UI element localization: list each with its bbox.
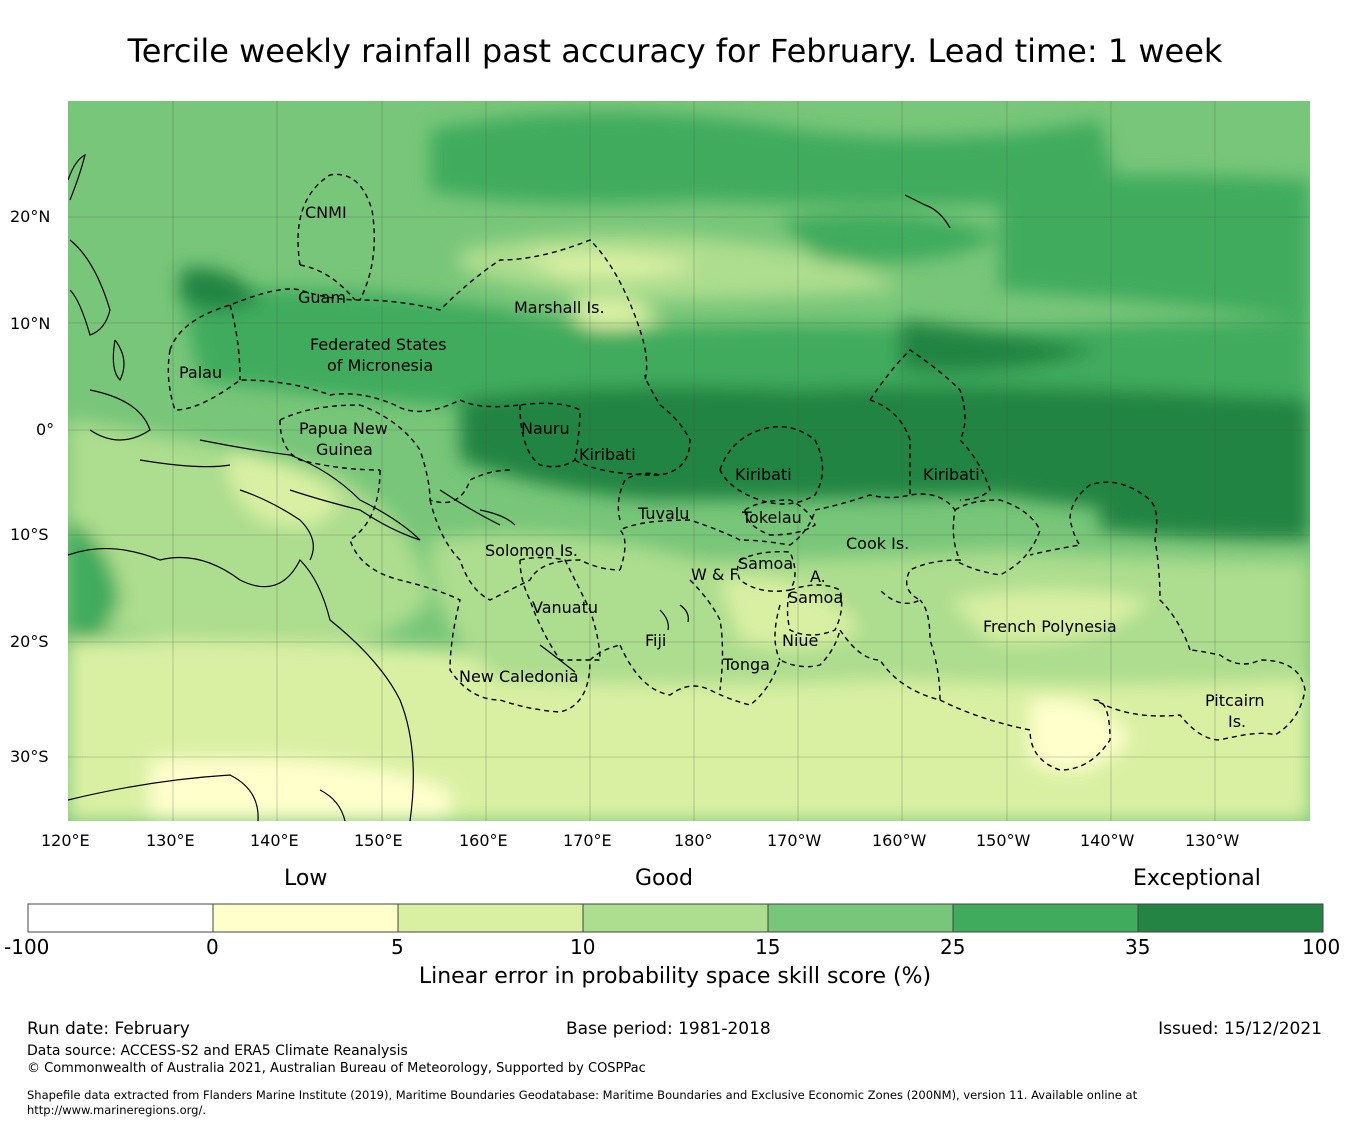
colorbar-swatch-5 <box>767 903 954 933</box>
lon-tick: 150°E <box>354 831 403 850</box>
colorbar-tick: 0 <box>206 935 219 959</box>
lon-tick: 140°W <box>1080 831 1135 850</box>
colorbar-swatch-1 <box>27 903 214 933</box>
colorbar-category-good: Good <box>635 866 693 891</box>
lon-tick: 180° <box>674 831 713 850</box>
colorbar-swatch-2 <box>212 903 399 933</box>
colorbar-swatch-3 <box>397 903 584 933</box>
colorbar-label: Linear error in probability space skill … <box>418 964 932 989</box>
colorbar-category-exceptional: Exceptional <box>1133 866 1261 891</box>
colorbar-category-low: Low <box>284 866 328 891</box>
eez-boundaries <box>167 173 1306 771</box>
lat-tick: 20°S <box>10 632 49 651</box>
base-period: Base period: 1981-2018 <box>566 1019 771 1039</box>
lon-tick: 150°W <box>976 831 1031 850</box>
issued-date: Issued: 15/12/2021 <box>1158 1019 1322 1039</box>
page-title: Tercile weekly rainfall past accuracy fo… <box>127 32 1223 70</box>
region-label: Samoa <box>788 588 844 607</box>
shapefile-credit: Shapefile data extracted from Flanders M… <box>27 1088 1138 1102</box>
region-label: Guinea <box>316 440 373 459</box>
lat-tick: 20°N <box>10 207 51 226</box>
lon-tick: 170°E <box>563 831 612 850</box>
region-label: Guam <box>298 288 346 307</box>
colorbar-tick: -100 <box>4 935 50 959</box>
lon-tick: 160°W <box>872 831 927 850</box>
region-label: Kiribati <box>923 465 980 484</box>
region-label: Tonga <box>723 655 770 674</box>
lat-tick: 0° <box>36 420 55 439</box>
lon-tick: 130°W <box>1185 831 1240 850</box>
colorbar-tick: 25 <box>940 935 966 959</box>
colorbar-tick: 10 <box>570 935 596 959</box>
region-label: Tuvalu <box>638 504 690 523</box>
region-label: Samoa <box>738 554 794 573</box>
colorbar-swatch-7 <box>1137 903 1324 933</box>
region-label: Cook Is. <box>846 534 910 553</box>
lon-tick: 120°E <box>41 831 90 850</box>
region-label: Pitcairn <box>1205 691 1265 710</box>
shapefile-link: http://www.marineregions.org/. <box>27 1103 206 1117</box>
region-label: CNMI <box>305 203 347 222</box>
region-label: Kiribati <box>579 445 636 464</box>
region-label: New Caledonia <box>459 667 579 686</box>
colorbar <box>27 903 1324 933</box>
region-label: Marshall Is. <box>514 298 605 317</box>
region-label: Solomon Is. <box>485 541 578 560</box>
colorbar-tick: 5 <box>391 935 404 959</box>
region-label: Nauru <box>521 419 570 438</box>
colorbar-tick: 15 <box>755 935 781 959</box>
region-label: A. <box>810 567 826 586</box>
data-source: Data source: ACCESS-S2 and ERA5 Climate … <box>27 1043 408 1059</box>
colorbar-tick: 100 <box>1302 935 1341 959</box>
region-label: Papua New <box>299 419 388 438</box>
region-label: Tokelau <box>742 508 802 527</box>
region-label: W & F <box>691 565 739 584</box>
lat-tick: 10°N <box>10 314 51 333</box>
region-label: Vanuatu <box>532 598 599 617</box>
region-label: Kiribati <box>735 465 792 484</box>
run-date: Run date: February <box>27 1019 190 1039</box>
lon-tick: 170°W <box>767 831 822 850</box>
colorbar-swatch-4 <box>582 903 769 933</box>
region-label: of Micronesia <box>327 356 434 375</box>
graticule <box>68 101 1310 821</box>
colorbar-swatch-6 <box>952 903 1139 933</box>
colorbar-tick: 35 <box>1125 935 1151 959</box>
region-label: Is. <box>1228 712 1247 731</box>
lon-tick: 160°E <box>459 831 508 850</box>
lat-tick: 10°S <box>10 525 49 544</box>
region-label: French Polynesia <box>983 617 1117 636</box>
region-label: Fiji <box>645 631 667 650</box>
lon-tick: 130°E <box>146 831 195 850</box>
skill-field <box>68 101 1310 821</box>
lat-tick: 30°S <box>10 747 49 766</box>
region-label: Palau <box>179 363 223 382</box>
copyright: © Commonwealth of Australia 2021, Austra… <box>27 1061 646 1076</box>
lon-tick: 140°E <box>250 831 299 850</box>
region-label: Federated States <box>310 335 447 354</box>
region-label: Niue <box>782 631 819 650</box>
